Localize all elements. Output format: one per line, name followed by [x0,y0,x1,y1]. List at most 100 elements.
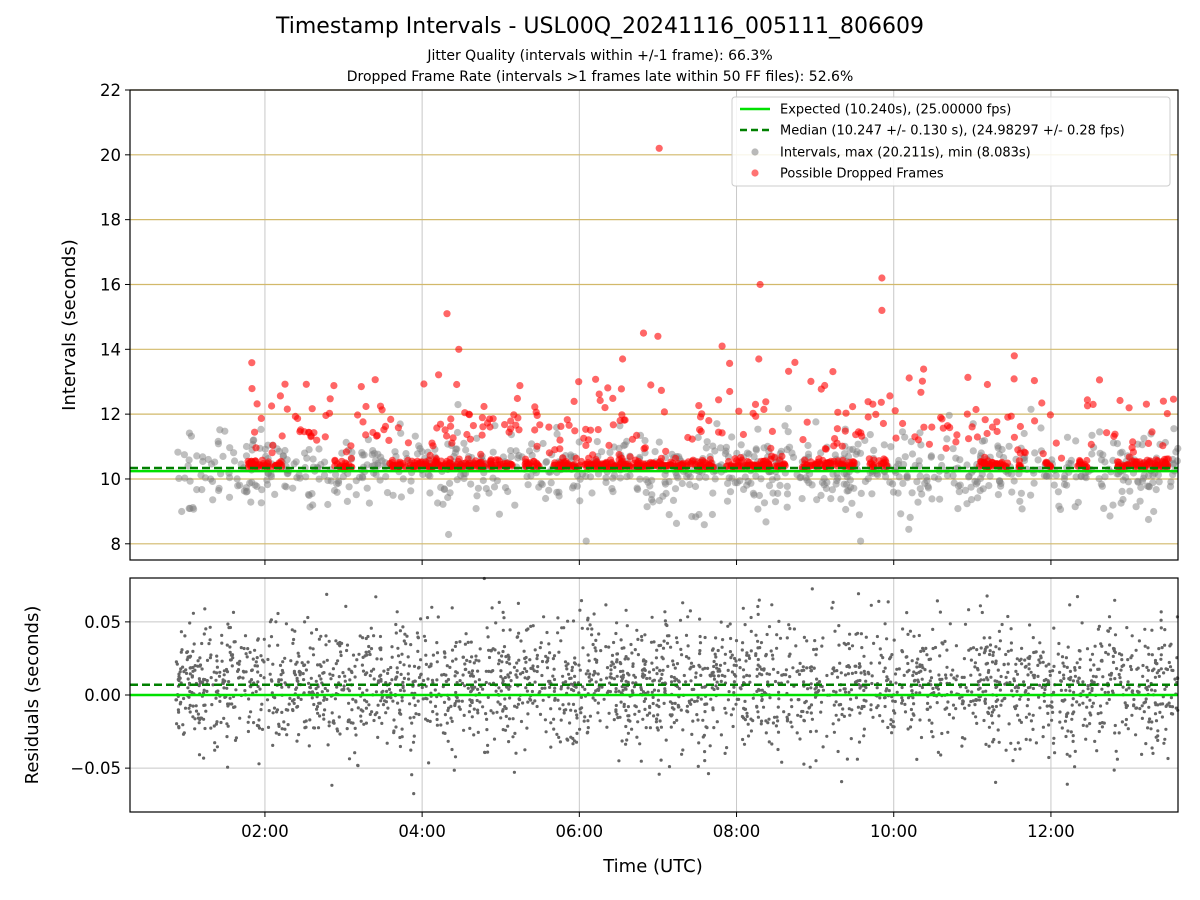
dropped-frame-point [1143,456,1151,464]
residual-point [177,726,181,730]
residual-point [1113,723,1117,728]
residual-point [468,660,472,664]
residual-point [1110,689,1115,693]
residual-point [716,648,720,653]
residual-point [1042,699,1046,703]
residual-point [326,689,330,693]
dropped-frame-point [972,405,980,414]
residual-point [293,629,297,633]
residual-point [568,721,572,725]
residual-point [1168,704,1172,709]
residual-point [716,686,720,691]
interval-point [711,447,719,455]
residual-point [712,659,716,664]
residual-point [1052,626,1056,630]
interval-point [796,474,804,482]
bottom-y-tick-label: −0.05 [70,759,121,778]
residual-point [840,712,844,717]
residual-point [1052,690,1056,695]
interval-point [725,474,733,482]
residual-point [409,748,413,752]
residual-point [944,673,948,677]
residual-point [652,640,656,644]
interval-point [827,495,835,503]
residual-point [699,673,703,678]
top-data-points [174,144,1182,545]
residual-point [175,722,179,726]
residual-point [756,604,760,609]
residual-point [1004,675,1008,680]
interval-point [1101,458,1109,466]
residual-point [209,726,213,730]
residual-point [960,702,964,706]
residual-point [993,662,998,666]
dropped-frame-point [347,442,355,450]
dropped-frame-point [268,449,276,457]
dropped-frame-point [920,423,928,431]
interval-point [1088,450,1096,458]
residual-point [445,721,449,725]
interval-point [906,513,914,522]
residual-point [1015,689,1019,693]
residual-point [759,641,764,645]
residual-point [1038,661,1042,665]
residual-point [256,638,260,642]
residual-point [765,672,769,676]
residual-point [591,673,596,677]
dropped-frame-point [302,380,310,388]
residual-point [746,722,750,726]
residual-point [491,711,495,715]
residual-point [807,706,811,710]
residual-point [1009,641,1014,645]
dropped-frame-point [1080,460,1088,468]
residual-point [919,649,923,654]
residual-point [254,660,258,664]
residual-point [703,702,707,707]
residual-point [1028,738,1032,742]
residual-point [538,712,543,717]
dropped-frame-point [841,427,849,435]
residual-point [1106,690,1110,694]
residual-point [1062,676,1066,681]
residual-point [450,606,454,610]
residual-point [673,666,677,670]
residual-point [655,666,659,670]
residual-point [862,669,866,674]
residual-point [974,715,978,719]
residual-point [745,651,749,655]
residual-point [436,615,440,619]
interval-point [1116,449,1124,457]
residual-point [987,725,992,729]
dropped-frame-point [480,402,488,411]
residual-point [886,600,890,604]
residual-point [428,719,432,724]
residual-point [885,675,889,679]
dropped-frame-point [521,460,529,468]
residual-point [732,685,736,689]
residual-point [546,659,550,663]
interval-point [755,491,764,500]
residual-point [518,672,523,676]
interval-point [582,537,590,545]
residual-point [708,744,712,748]
residual-point [220,659,224,663]
residual-point [298,673,302,677]
residual-point [1090,652,1095,656]
residual-point [1146,646,1150,650]
residual-point [776,719,780,723]
residual-point [202,756,206,760]
dropped-frame-point [464,455,472,463]
residual-point [673,701,677,706]
residual-point [799,714,803,719]
top-y-axis-label: Intervals (seconds) [59,239,80,411]
residual-point [1077,676,1081,680]
residual-point [921,666,925,670]
residual-point [735,697,739,702]
residual-point [191,704,195,708]
interval-point [1140,471,1148,479]
residual-point [838,688,842,692]
residual-point [1046,679,1050,683]
residual-point [268,672,272,676]
interval-point [608,485,616,493]
residual-point [542,615,546,619]
